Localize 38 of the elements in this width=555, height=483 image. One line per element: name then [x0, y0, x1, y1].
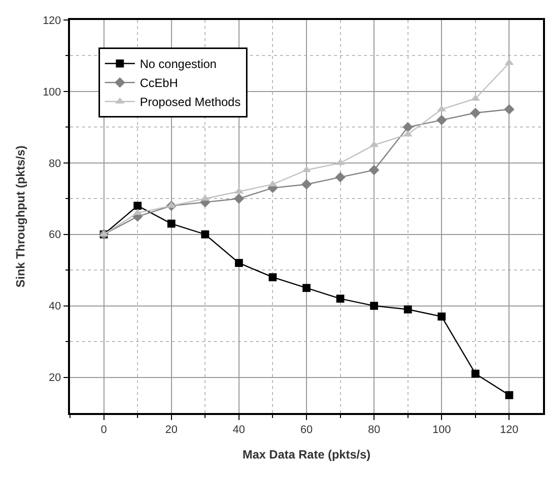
- x-tick-label: 40: [232, 424, 246, 436]
- point: [268, 273, 277, 282]
- point: [301, 179, 312, 190]
- point: [436, 114, 447, 126]
- y-axis-title: Sink Throughput (pkts/s): [13, 146, 28, 288]
- point: [438, 312, 446, 321]
- y-tick-label: 60: [48, 229, 62, 242]
- point: [336, 294, 344, 303]
- legend-label: Proposed Methods: [140, 95, 241, 110]
- point: [504, 104, 514, 115]
- y-tick-label: 80: [48, 158, 62, 170]
- point: [335, 172, 346, 182]
- point: [505, 391, 514, 400]
- point: [167, 220, 176, 228]
- y-tick-label: 40: [48, 300, 62, 313]
- point: [234, 193, 244, 204]
- point: [370, 302, 378, 310]
- point: [368, 164, 380, 176]
- x-tick-label: 120: [500, 424, 518, 436]
- point: [234, 258, 243, 267]
- point: [302, 284, 310, 292]
- y-tick-label: 20: [48, 372, 62, 384]
- legend-label: CcEbH: [140, 76, 178, 90]
- point: [471, 370, 480, 378]
- point: [134, 202, 142, 210]
- point: [402, 122, 414, 132]
- legend-label: No congestion: [140, 57, 217, 72]
- x-tick-label: 100: [432, 424, 451, 436]
- y-tick-label: 120: [42, 14, 62, 27]
- x-tick-label: 60: [300, 424, 313, 436]
- point: [404, 305, 412, 314]
- point: [470, 108, 481, 118]
- y-tick-label: 100: [42, 86, 62, 98]
- x-axis-title: Max Data Rate (pkts/s): [242, 447, 371, 462]
- x-tick-label: 80: [368, 424, 380, 436]
- x-tick-label: 0: [100, 424, 107, 436]
- x-tick-label: 20: [165, 424, 178, 436]
- point: [201, 230, 210, 238]
